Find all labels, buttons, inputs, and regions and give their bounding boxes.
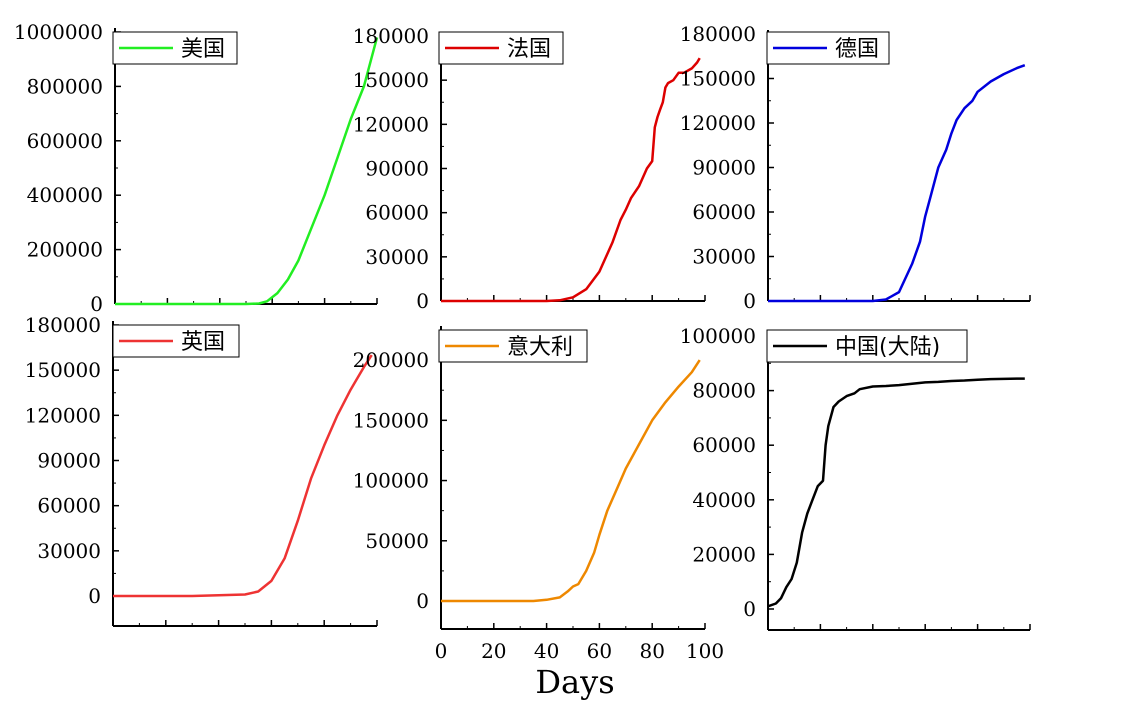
y-tick-label: 150000: [353, 68, 429, 92]
y-tick-label: 0: [743, 289, 756, 313]
y-tick-label: 150000: [680, 67, 756, 91]
y-tick-label: 180000: [680, 22, 756, 46]
y-tick-label: 120000: [25, 403, 101, 427]
chart-panel-4: 0 50000 100000 150000 200000 0 20 40 60 80 100 Days…: [353, 326, 724, 701]
legend-label: 德国: [835, 37, 879, 62]
y-tick-label: 200000: [353, 348, 429, 372]
y-tick-label: 60000: [692, 200, 756, 224]
y-tick-label: 30000: [37, 539, 101, 563]
legend-label: 美国: [181, 37, 225, 62]
y-tick-label: 90000: [37, 449, 101, 473]
series-line-3: [113, 354, 373, 598]
series-line-0: [115, 37, 379, 306]
y-tick-label: 800000: [27, 74, 103, 98]
series-line-5: [767, 377, 1025, 608]
y-tick-label: 0: [743, 597, 756, 621]
y-tick-label: 60000: [365, 201, 429, 225]
y-tick-label: 100000: [353, 469, 429, 493]
chart-panel-2: 0 30000 60000 90000 120000 150000 180000 德国: [680, 22, 1031, 313]
chart-panel-3: 0 30000 60000 90000 120000 150000 180000 英国: [25, 313, 378, 627]
y-tick-label: 100000: [680, 324, 756, 348]
y-tick-label: 0: [416, 289, 429, 313]
y-tick-label: 20000: [692, 542, 756, 566]
y-tick-label: 120000: [680, 111, 756, 135]
x-tick-label: 60: [587, 639, 612, 663]
legend-box: [766, 329, 968, 363]
chart-panel-1: 0 30000 60000 90000 120000 150000 180000 法国: [353, 24, 706, 313]
series-line-4: [441, 359, 701, 603]
y-tick-label: 0: [416, 589, 429, 613]
chart-panel-5: 0 20000 40000 60000 80000 100000 中国(大陆): [680, 324, 1031, 631]
y-tick-label: 60000: [692, 433, 756, 457]
y-tick-label: 60000: [37, 494, 101, 518]
y-tick-label: 180000: [353, 24, 429, 48]
x-tick-label: 100: [686, 639, 724, 663]
y-tick-label: 150000: [25, 358, 101, 382]
legend-label: 英国: [181, 330, 225, 355]
y-tick-label: 40000: [692, 488, 756, 512]
x-tick-label: 80: [639, 639, 664, 663]
x-tick-label: 0: [435, 639, 448, 663]
x-axis-title: Days: [535, 663, 614, 701]
x-tick-label: 20: [481, 639, 506, 663]
y-tick-label: 80000: [692, 379, 756, 403]
legend-label: 法国: [507, 37, 551, 62]
y-tick-label: 600000: [27, 129, 103, 153]
series-line-1: [441, 57, 701, 303]
x-tick-label: 40: [534, 639, 559, 663]
legend-label: 中国(大陆): [835, 335, 940, 360]
y-tick-label: 0: [88, 584, 101, 608]
y-tick-label: 90000: [365, 157, 429, 181]
y-tick-label: 180000: [25, 313, 101, 337]
y-tick-label: 30000: [365, 245, 429, 269]
chart-panel-0: 0 200000 400000 600000 800000 1000000 美国: [14, 20, 379, 316]
y-tick-label: 50000: [365, 529, 429, 553]
y-tick-label: 1000000: [14, 20, 103, 44]
y-tick-label: 0: [90, 292, 103, 316]
series-line-2: [768, 64, 1026, 303]
legend-label: 意大利: [507, 335, 573, 360]
y-tick-label: 150000: [353, 408, 429, 432]
y-tick-label: 90000: [692, 156, 756, 180]
y-tick-label: 200000: [27, 238, 103, 262]
y-tick-label: 30000: [692, 245, 756, 269]
y-tick-label: 400000: [27, 183, 103, 207]
y-tick-label: 120000: [353, 112, 429, 136]
